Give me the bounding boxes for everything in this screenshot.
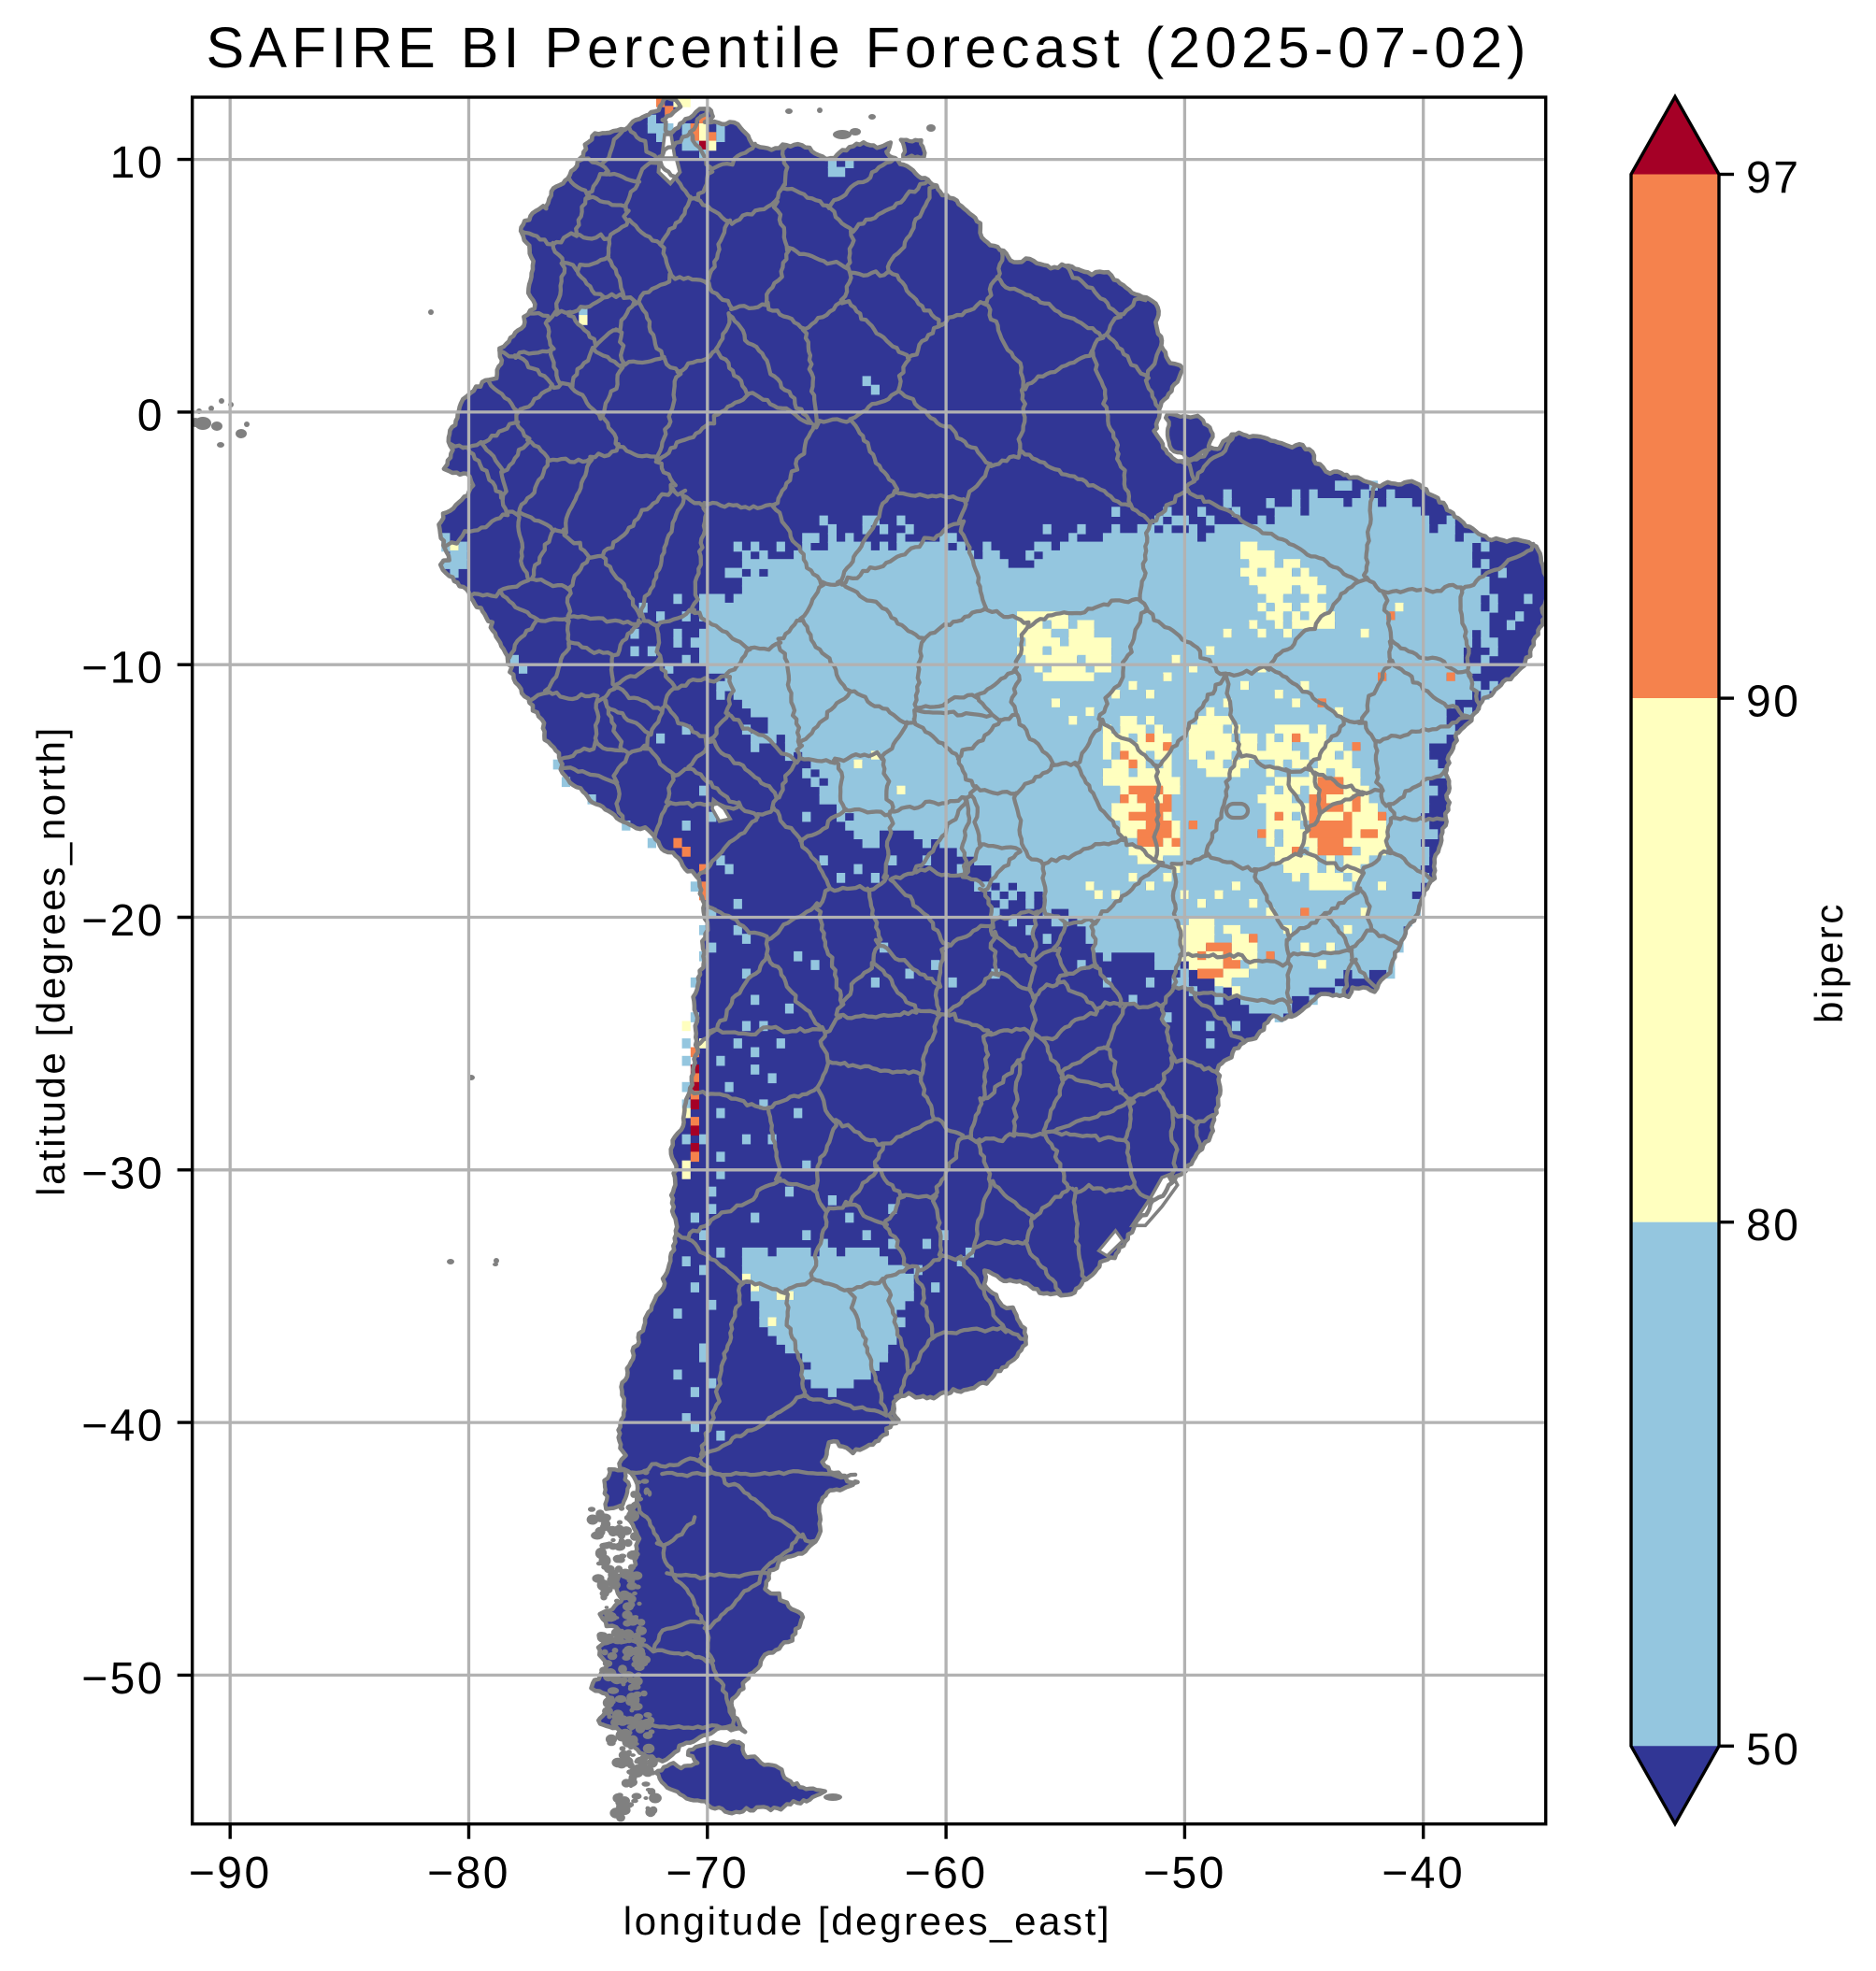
svg-text:90: 90 xyxy=(1746,678,1800,727)
svg-text:97: 97 xyxy=(1746,153,1800,203)
svg-text:−70: −70 xyxy=(666,1849,749,1898)
svg-text:−50: −50 xyxy=(81,1654,165,1704)
svg-text:−10: −10 xyxy=(81,644,165,693)
svg-text:−60: −60 xyxy=(905,1849,988,1898)
svg-text:longitude [degrees_east]: longitude [degrees_east] xyxy=(623,1899,1111,1943)
svg-text:SAFIRE BI Percentile Forecast: SAFIRE BI Percentile Forecast (2025-07-0… xyxy=(207,16,1531,79)
svg-text:−20: −20 xyxy=(81,896,165,946)
svg-text:10: 10 xyxy=(110,138,165,188)
svg-text:−90: −90 xyxy=(189,1849,272,1898)
svg-text:0: 0 xyxy=(137,391,165,440)
svg-text:biperc: biperc xyxy=(1807,902,1851,1023)
svg-text:−40: −40 xyxy=(1382,1849,1465,1898)
svg-text:−50: −50 xyxy=(1143,1849,1226,1898)
svg-text:50: 50 xyxy=(1746,1725,1800,1775)
svg-text:latitude [degrees_north]: latitude [degrees_north] xyxy=(29,725,73,1196)
svg-text:−80: −80 xyxy=(427,1849,510,1898)
svg-text:−30: −30 xyxy=(81,1149,165,1198)
svg-text:80: 80 xyxy=(1746,1201,1800,1250)
svg-text:−40: −40 xyxy=(81,1402,165,1451)
